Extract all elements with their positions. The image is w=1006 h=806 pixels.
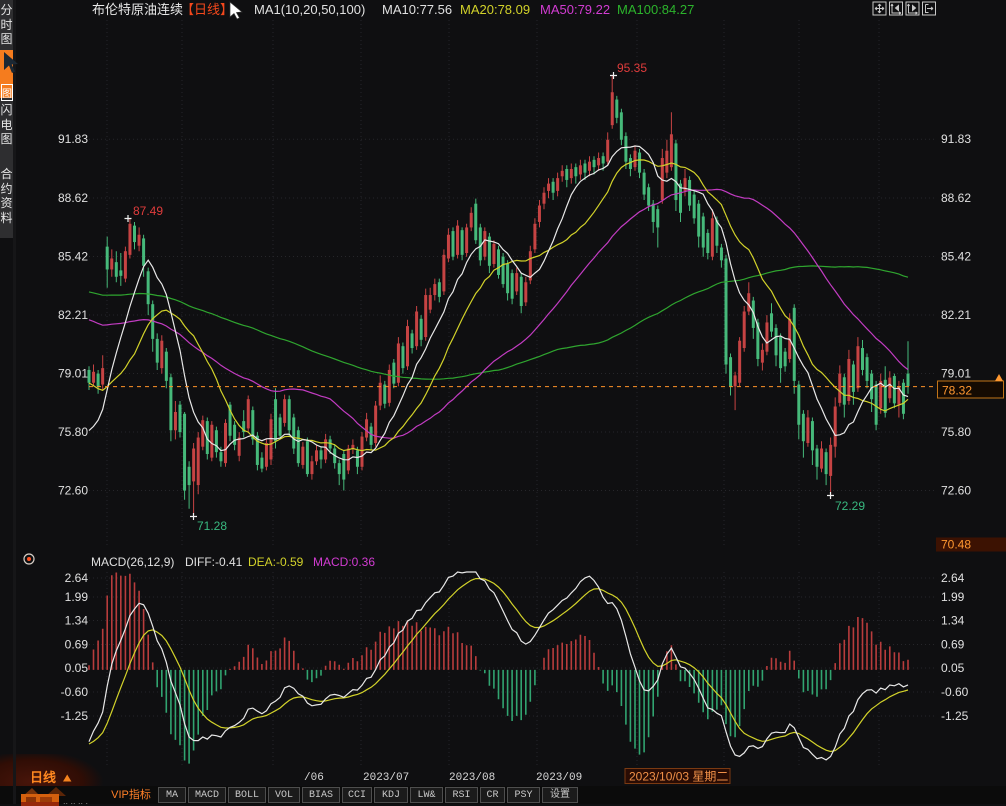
svg-text:0.69: 0.69: [941, 638, 965, 652]
svg-text:-0.60: -0.60: [941, 685, 969, 699]
svg-text:87.49: 87.49: [133, 204, 163, 218]
svg-text:-1.25: -1.25: [941, 709, 969, 723]
svg-text:1.34: 1.34: [941, 614, 965, 628]
svg-text:1.99: 1.99: [65, 590, 89, 604]
svg-text:85.42: 85.42: [58, 250, 88, 264]
svg-text:82.21: 82.21: [58, 308, 88, 322]
svg-text:2.64: 2.64: [65, 571, 89, 585]
svg-text:MA100:84.27: MA100:84.27: [617, 2, 694, 17]
svg-text:70.48: 70.48: [941, 538, 971, 552]
svg-text:0.05: 0.05: [941, 661, 965, 675]
svg-text:MACD:0.36: MACD:0.36: [313, 555, 375, 569]
svg-text:79.01: 79.01: [941, 367, 971, 381]
svg-text:91.83: 91.83: [58, 132, 88, 146]
svg-text:85.42: 85.42: [941, 250, 971, 264]
svg-text:71.28: 71.28: [197, 519, 227, 533]
svg-text:日线: 日线: [30, 770, 56, 785]
svg-text:MA20:78.09: MA20:78.09: [460, 2, 530, 17]
svg-text:2023/09: 2023/09: [536, 772, 582, 784]
svg-text:2023/08: 2023/08: [449, 772, 495, 784]
svg-text:1.99: 1.99: [941, 590, 965, 604]
svg-text:0.69: 0.69: [65, 638, 89, 652]
svg-text:-1.25: -1.25: [61, 709, 89, 723]
svg-text:1.34: 1.34: [65, 614, 89, 628]
svg-text:MA10:77.56: MA10:77.56: [382, 2, 452, 17]
svg-text:88.62: 88.62: [58, 191, 88, 205]
svg-text:2.64: 2.64: [941, 571, 965, 585]
svg-text:布伦特原油连续: 布伦特原油连续: [92, 2, 183, 17]
svg-text:75.80: 75.80: [941, 425, 971, 439]
svg-text:DIFF:-0.41: DIFF:-0.41: [185, 555, 243, 569]
svg-text:79.01: 79.01: [58, 367, 88, 381]
svg-text:MACD(26,12,9): MACD(26,12,9): [91, 555, 174, 569]
svg-text:DEA:-0.59: DEA:-0.59: [248, 555, 304, 569]
svg-text:72.60: 72.60: [941, 484, 971, 498]
svg-text:95.35: 95.35: [617, 61, 647, 75]
svg-text:0.05: 0.05: [65, 661, 89, 675]
svg-text:.. .. .. .: .. .. .. .: [63, 796, 88, 806]
svg-text:【日线】: 【日线】: [181, 2, 233, 17]
svg-text:72.60: 72.60: [58, 484, 88, 498]
svg-text:88.62: 88.62: [941, 191, 971, 205]
svg-text:MA1(10,20,50,100): MA1(10,20,50,100): [254, 2, 365, 17]
svg-text:/06: /06: [304, 772, 324, 784]
svg-text:2023/07: 2023/07: [363, 772, 409, 784]
svg-text:82.21: 82.21: [941, 308, 971, 322]
svg-text:72.29: 72.29: [835, 499, 865, 513]
svg-text:78.32: 78.32: [942, 384, 972, 398]
svg-text:-0.60: -0.60: [61, 685, 89, 699]
svg-text:91.83: 91.83: [941, 132, 971, 146]
svg-text:MA50:79.22: MA50:79.22: [540, 2, 610, 17]
svg-text:2023/10/03 星期二: 2023/10/03 星期二: [629, 770, 728, 784]
svg-text:75.80: 75.80: [58, 425, 88, 439]
